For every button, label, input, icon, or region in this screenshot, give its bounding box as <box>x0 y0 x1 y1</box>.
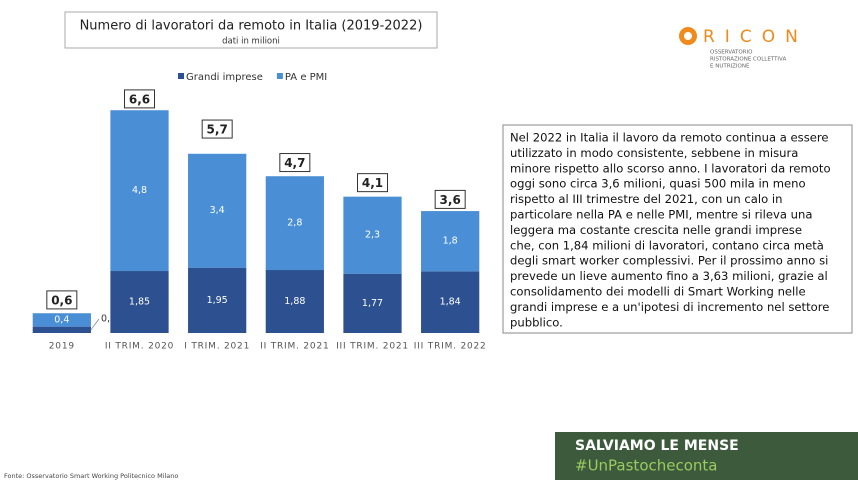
legend-label: PA e PMI <box>285 72 327 83</box>
total-label: 0,6 <box>51 293 72 307</box>
value-label: 1,8 <box>443 236 458 247</box>
paragraph-line: minore rispetto allo scorso anno. I lavo… <box>510 161 831 175</box>
total-label: 4,1 <box>362 176 383 190</box>
paragraph-line: particolare nella PA e nelle PMI, mentre… <box>510 208 812 222</box>
bar-segment <box>265 176 324 271</box>
logo-circle-inner <box>684 32 692 40</box>
bar-segment <box>188 267 247 333</box>
value-label: 3,4 <box>210 205 225 216</box>
paragraph-line: utilizzato in modo consistente, sebbene … <box>510 146 798 160</box>
bar-segment <box>110 271 169 333</box>
banner <box>555 432 858 480</box>
chart-title: Numero di lavoratori da remoto in Italia… <box>80 19 423 34</box>
x-tick-label: II TRIM. 2020 <box>105 342 174 352</box>
x-tick-label: I TRIM. 2021 <box>184 342 250 352</box>
paragraph-line: prevede un lieve aumento fino a 3,63 mil… <box>510 269 828 283</box>
paragraph-line: grandi imprese e a un'ipotesi di increme… <box>510 300 829 314</box>
total-label: 3,6 <box>440 193 461 207</box>
bar-segment <box>188 153 247 268</box>
legend-label: Grandi imprese <box>186 72 263 83</box>
bar-segment <box>32 313 91 327</box>
chart-subtitle: dati in milioni <box>222 37 280 47</box>
paragraph-line: leggera ma costante crescita nelle grand… <box>510 223 802 237</box>
total-label: 6,6 <box>129 92 150 106</box>
x-tick-label: III TRIM. 2021 <box>336 342 409 352</box>
bar-segment <box>110 110 169 272</box>
paragraph: Nel 2022 in Italia il lavoro da remoto c… <box>510 131 831 330</box>
total-box <box>357 173 388 193</box>
value-label: 1,85 <box>129 297 150 308</box>
logo-line: RISTORAZIONE COLLETTIVA <box>710 57 786 63</box>
value-label: 4,8 <box>132 185 147 196</box>
value-label: 2,8 <box>287 218 302 229</box>
x-tick-label: 2019 <box>49 342 75 352</box>
total-label: 4,7 <box>284 156 305 170</box>
title-box <box>64 11 438 49</box>
total-box <box>124 89 155 109</box>
source: Fonte: Osservatorio Smart Working Polite… <box>4 472 178 480</box>
logo-word: RICON <box>703 27 808 47</box>
paragraph-line: che, con 1,84 milioni di lavoratori, con… <box>510 238 824 252</box>
bar-segment <box>265 270 324 333</box>
x-tick-label: III TRIM. 2022 <box>414 342 487 352</box>
legend-swatch <box>276 73 283 79</box>
banner-title: SALVIAMO LE MENSE <box>575 438 739 454</box>
value-label: 1,95 <box>207 295 228 306</box>
x-tick-label: II TRIM. 2021 <box>260 342 329 352</box>
value-label: 2,3 <box>365 230 380 241</box>
value-label: 1,84 <box>440 297 461 308</box>
value-label: 1,88 <box>284 296 305 307</box>
paragraph-line: degli smart worker complessivi. Per il p… <box>510 254 828 268</box>
logo-line: E NUTRIZIONE <box>710 64 750 70</box>
bar-segment <box>343 196 402 274</box>
total-box <box>201 119 233 139</box>
paragraph-line: oggi sono circa 3,6 milioni, quasi 500 m… <box>510 177 806 191</box>
bar-segment <box>32 326 91 333</box>
total-box <box>279 153 311 173</box>
bar-segment <box>421 211 480 272</box>
text-box <box>502 124 853 334</box>
value-label: 1,77 <box>362 298 383 309</box>
bar-segment <box>421 271 480 333</box>
paragraph-line: Nel 2022 in Italia il lavoro da remoto c… <box>510 131 829 145</box>
paragraph-line: rispetto al III trimestre del 2021, con … <box>510 192 782 206</box>
total-box <box>46 290 78 310</box>
value-label: 0,4 <box>54 314 69 325</box>
legend-swatch <box>178 73 184 79</box>
logo-line: OSSERVATORIO <box>710 50 753 56</box>
paragraph-line: consolidamento dei modelli di Smart Work… <box>510 285 806 299</box>
paragraph-line: pubblico. <box>510 315 563 329</box>
banner-hashtag: #UnPastocheconta <box>575 457 717 475</box>
total-label: 5,7 <box>207 123 228 137</box>
bar-segment <box>343 273 402 333</box>
leader-line <box>90 318 100 331</box>
total-box <box>434 189 466 209</box>
